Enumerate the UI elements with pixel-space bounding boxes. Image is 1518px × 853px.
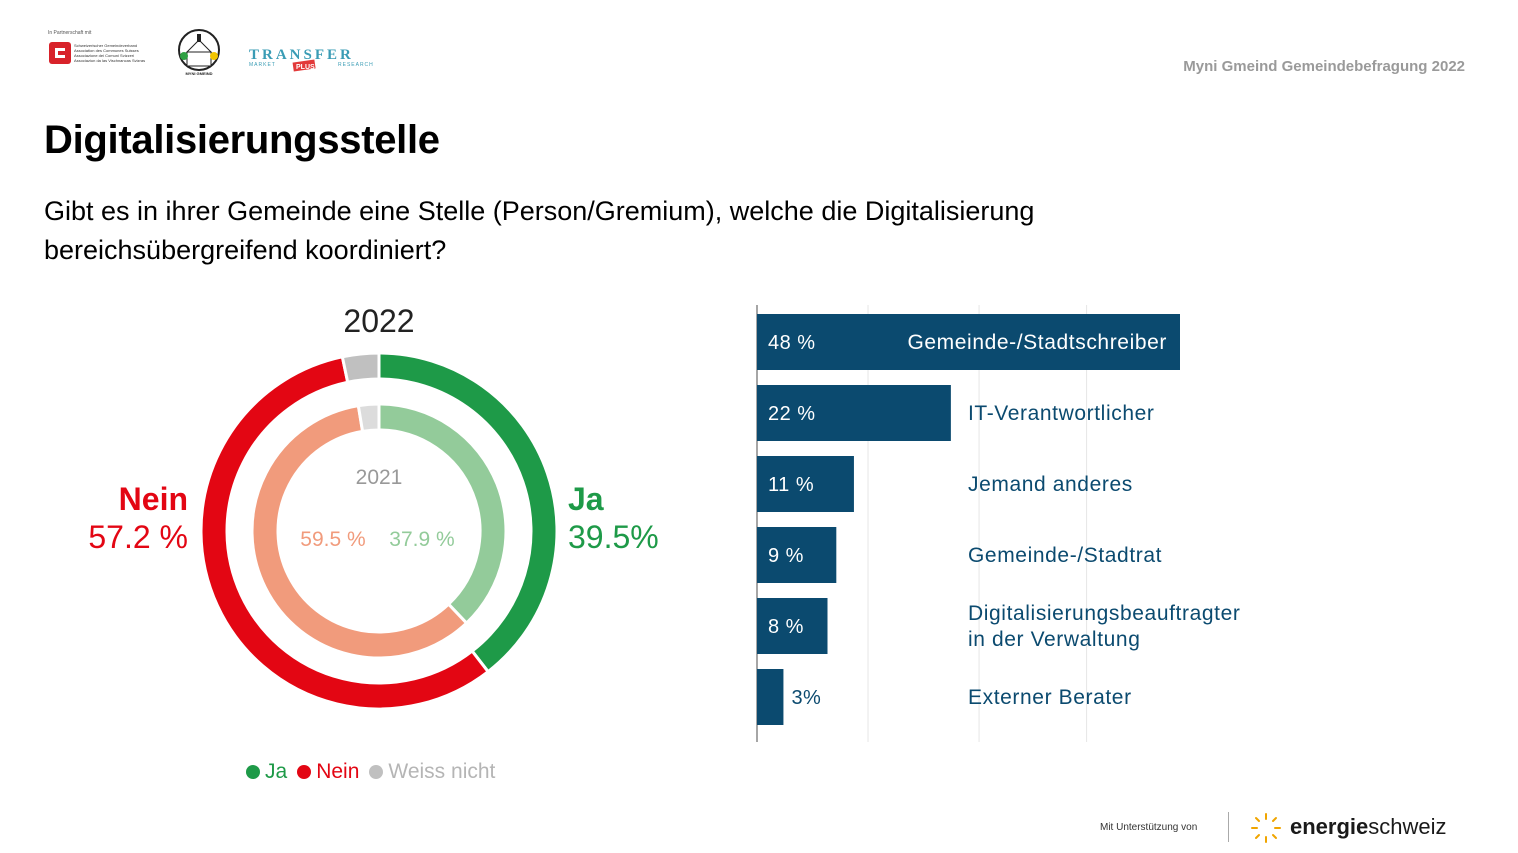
gemeindeverband-logo: Schweizerischer Gemeindeverband Associat… bbox=[49, 42, 145, 64]
bar bbox=[757, 598, 828, 654]
legend-label-ja: Ja bbox=[265, 760, 288, 783]
myni-gmeind-logo: MYNI GMEIND bbox=[178, 29, 220, 76]
donut-title: 2022 bbox=[343, 303, 414, 339]
bar-value-label: 3% bbox=[791, 687, 821, 709]
partner-text: In Partnerschaft mit bbox=[48, 30, 92, 36]
donut-chart bbox=[199, 351, 559, 711]
svg-text:RESEARCH: RESEARCH bbox=[338, 62, 374, 68]
svg-text:Associazione dei Comuni Svizze: Associazione dei Comuni Svizzeri bbox=[74, 53, 134, 58]
svg-text:Associaziun da las Vischnancas: Associaziun da las Vischnancas Svizras bbox=[74, 58, 145, 63]
partner-logos: In Partnerschaft mit Schweizerischer Gem… bbox=[44, 26, 384, 78]
nein-label-value: 57.2 % bbox=[88, 519, 188, 555]
legend-item-weiss: Weiss nicht bbox=[369, 760, 495, 784]
nein-label-name: Nein bbox=[118, 481, 188, 517]
bar bbox=[757, 456, 854, 512]
bar bbox=[757, 669, 784, 725]
bar bbox=[757, 527, 837, 583]
legend-item-nein: Nein bbox=[297, 760, 359, 784]
survey-question: Gibt es in ihrer Gemeinde eine Stelle (P… bbox=[44, 196, 1035, 265]
footer-divider bbox=[1228, 812, 1229, 842]
bar-category-label: Gemeinde-/Stadtrat bbox=[968, 544, 1162, 567]
svg-text:Schweizerischer Gemeindeverban: Schweizerischer Gemeindeverband bbox=[74, 43, 137, 48]
donut-legend: Ja Nein Weiss nicht bbox=[246, 760, 505, 784]
bar bbox=[757, 385, 951, 441]
inner-slice-nein bbox=[250, 403, 469, 660]
bar-category-label: Digitalisierungsbeauftragter bbox=[968, 602, 1240, 625]
support-text: Mit Unterstützung von bbox=[1100, 822, 1198, 833]
bar-category-label: Gemeinde-/Stadtschreiber bbox=[907, 331, 1167, 354]
brand-bold: energie bbox=[1290, 814, 1369, 839]
legend-item-ja: Ja bbox=[246, 760, 287, 784]
bar-value-label: 48 % bbox=[768, 332, 816, 354]
page-title: Digitalisierungsstelle bbox=[44, 118, 440, 162]
bar-category-label: Externer Berater bbox=[968, 686, 1132, 709]
outer-slice-weiss-nicht bbox=[340, 351, 381, 385]
legend-label-weiss-nicht: Weiss nicht bbox=[388, 760, 496, 783]
legend-dot-ja bbox=[246, 765, 260, 779]
bar-category-label: IT-Verantwortlicher bbox=[968, 402, 1154, 425]
legend-dot-nein bbox=[297, 765, 312, 779]
brand-regular: schweiz bbox=[1368, 814, 1447, 839]
outer-slice-ja bbox=[377, 351, 559, 674]
bar-chart: 48 % Gemeinde-/Stadtschreiber 22 % IT-Veran… bbox=[756, 305, 1240, 742]
nein-label: Nein 57.2 % bbox=[60, 480, 188, 556]
inner-slice-weiss-nicht bbox=[356, 402, 381, 434]
survey-title: Myni Gmeind Gemeindebefragung 2022 bbox=[1183, 58, 1465, 75]
sun-icon bbox=[1251, 813, 1281, 843]
inner-slice-ja bbox=[377, 402, 508, 626]
energieschweiz-logo: energieschweiz bbox=[1290, 814, 1447, 840]
bar-value-label: 22 % bbox=[768, 403, 816, 425]
svg-text:MARKET: MARKET bbox=[249, 62, 276, 68]
bar-value-label: 8 % bbox=[768, 616, 804, 638]
donut-inner-title: 2021 bbox=[356, 466, 403, 489]
inner-nein-value: 59.5 % bbox=[300, 528, 365, 551]
bar-category-label: Jemand anderes bbox=[968, 473, 1133, 496]
ja-label-name: Ja bbox=[568, 481, 604, 517]
ja-label: Ja 39.5% bbox=[568, 480, 708, 556]
svg-text:Association des Communes Suiss: Association des Communes Suisses bbox=[74, 48, 139, 53]
myni-gmeind-text: MYNI GMEIND bbox=[185, 71, 212, 76]
bar-value-label: 11 % bbox=[768, 474, 814, 496]
ja-label-value: 39.5% bbox=[568, 519, 659, 555]
inner-ja-value: 37.9 % bbox=[389, 528, 454, 551]
bar-category-label: in der Verwaltung bbox=[968, 628, 1140, 651]
legend-label-nein: Nein bbox=[316, 760, 360, 783]
partner-logos-svg: In Partnerschaft mit Schweizerischer Gem… bbox=[48, 29, 374, 76]
transfer-text: TRANSFER bbox=[249, 47, 354, 63]
svg-text:PLUS: PLUS bbox=[296, 64, 315, 71]
bar-value-label: 9 % bbox=[768, 545, 804, 567]
legend-dot-weiss-nicht bbox=[369, 765, 384, 779]
bar bbox=[757, 314, 1180, 370]
transfer-logo: TRANSFER MARKET PLUS RESEARCH bbox=[249, 47, 374, 72]
